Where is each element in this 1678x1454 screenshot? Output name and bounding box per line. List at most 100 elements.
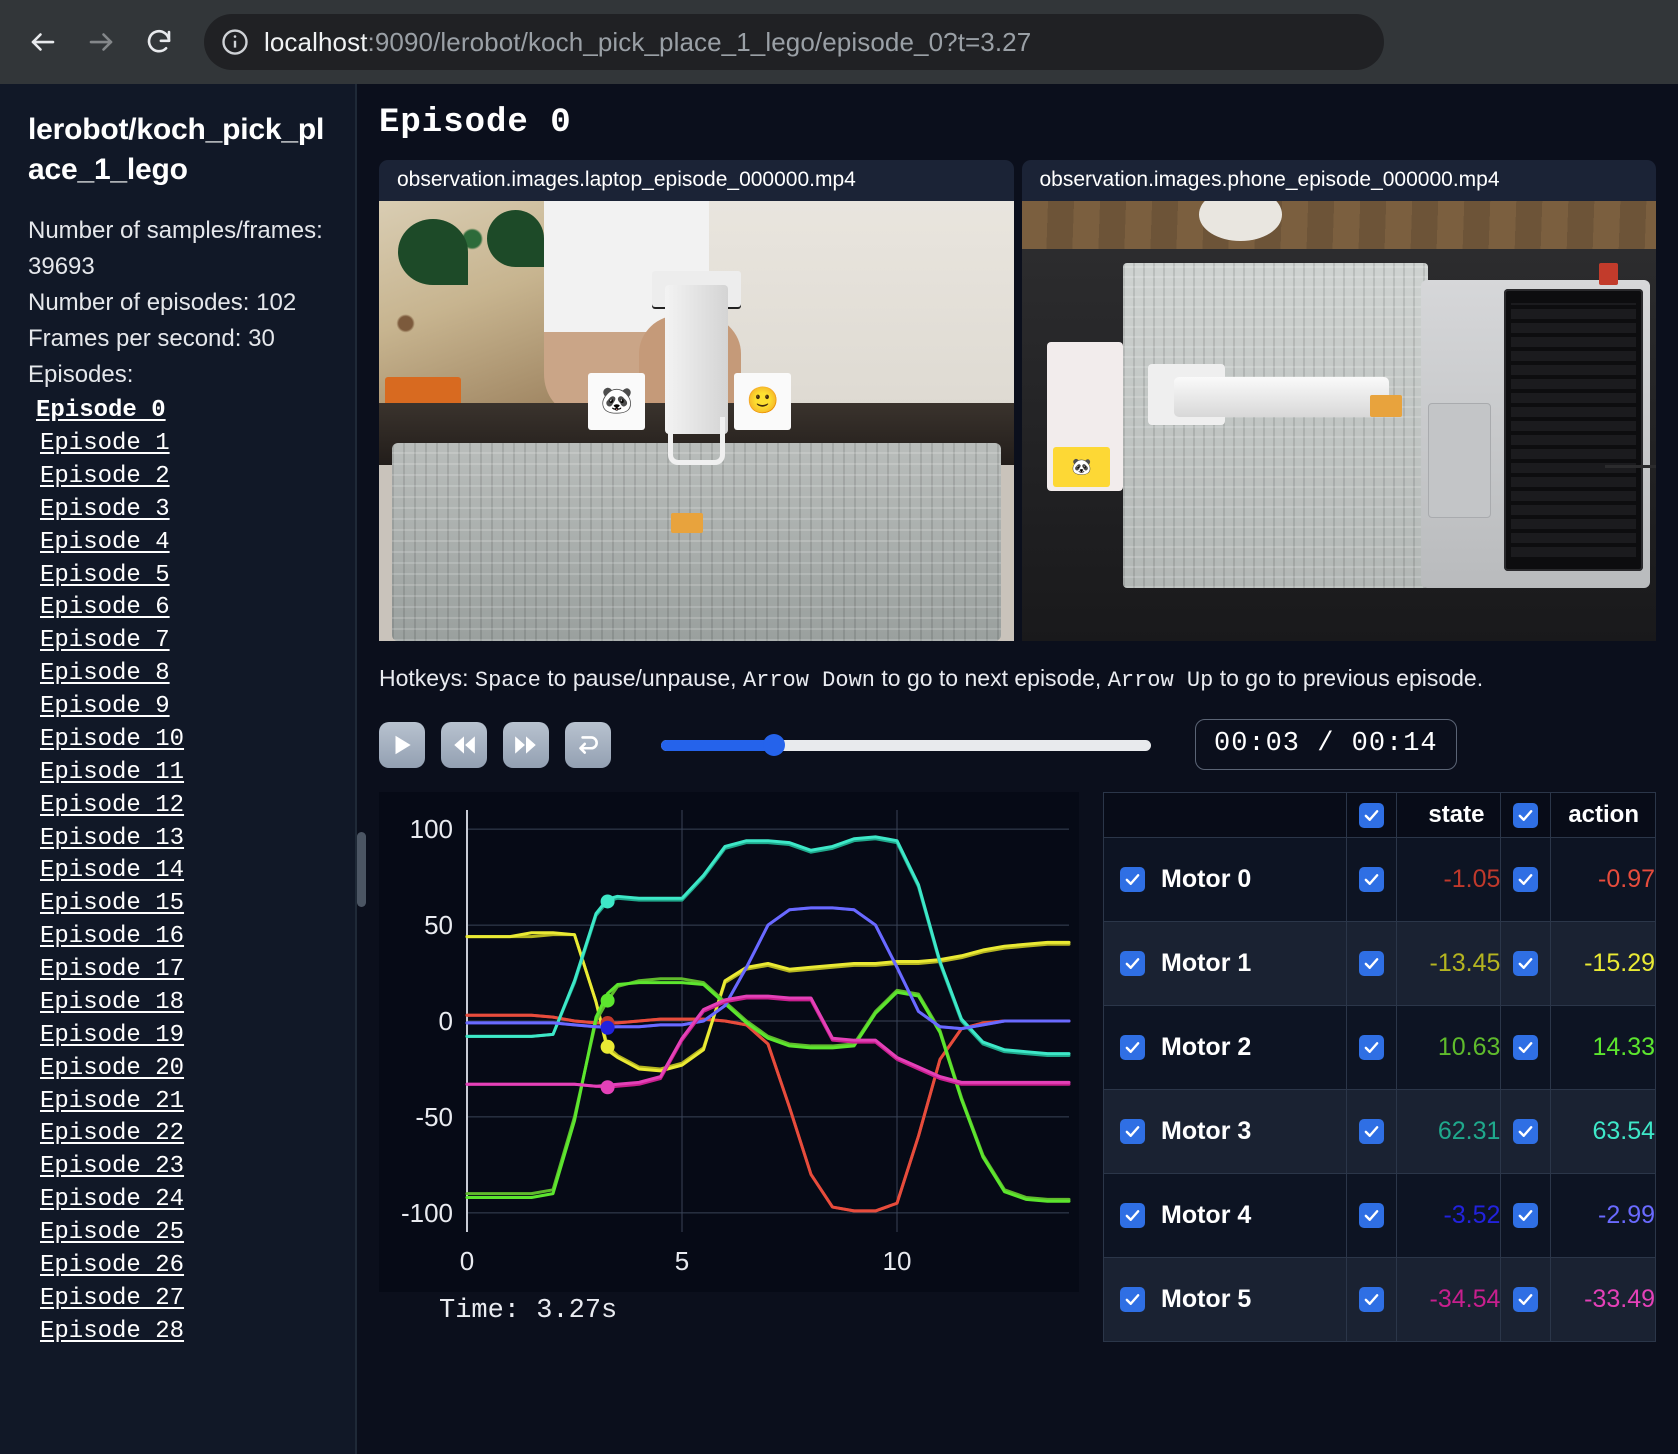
sidebar-item-episode-27[interactable]: Episode 27	[40, 1284, 185, 1312]
motor-1-action-checkbox[interactable]	[1513, 951, 1539, 976]
motor-3-state-checkbox[interactable]	[1358, 1119, 1384, 1144]
action-column-checkbox[interactable]	[1513, 802, 1539, 828]
timeseries-chart[interactable]: 100 50 0 -50 -100 0 5 10 Time: 3.27s	[379, 792, 1079, 1352]
sidebar-item-episode-15[interactable]: Episode 15	[40, 890, 185, 918]
sidebar-item-episode-8[interactable]: Episode 8	[40, 660, 170, 688]
sidebar-item-episode-26[interactable]: Episode 26	[40, 1251, 185, 1279]
sidebar-item-episode-7[interactable]: Episode 7	[40, 627, 170, 655]
motor-5-state-checkbox[interactable]	[1358, 1287, 1384, 1312]
motor-1-state-checkbox[interactable]	[1358, 951, 1384, 976]
motor-3-action-checkbox[interactable]	[1513, 1119, 1539, 1144]
cell-action-checkbox	[1500, 1089, 1552, 1174]
motor-5-action-checkbox[interactable]	[1513, 1287, 1539, 1312]
app-root: lerobot/koch_pick_place_1_lego Number of…	[0, 84, 1678, 1454]
motor-0-state-checkbox[interactable]	[1358, 867, 1384, 892]
fast-forward-button[interactable]	[503, 721, 549, 768]
sidebar-item-episode-13[interactable]: Episode 13	[40, 824, 185, 852]
rewind-icon	[451, 732, 477, 758]
hotkeys-prefix: Hotkeys:	[379, 665, 475, 691]
browser-toolbar: localhost:9090/lerobot/koch_pick_place_1…	[0, 0, 1678, 84]
sidebar-item-episode-4[interactable]: Episode 4	[40, 528, 170, 556]
sidebar-item-episode-5[interactable]: Episode 5	[40, 561, 170, 589]
motor-2-state-checkbox[interactable]	[1358, 1035, 1384, 1060]
sidebar-item-episode-10[interactable]: Episode 10	[40, 725, 185, 753]
sidebar-item-episode-22[interactable]: Episode 22	[40, 1120, 185, 1148]
sidebar-item-episode-19[interactable]: Episode 19	[40, 1021, 185, 1049]
series-line	[465, 906, 1071, 1031]
cell-motor-name: Motor 2	[1103, 1005, 1347, 1090]
sidebar-item-episode-11[interactable]: Episode 11	[40, 758, 185, 786]
reload-button[interactable]	[134, 17, 184, 67]
dataset-title: lerobot/koch_pick_place_1_lego	[28, 113, 325, 186]
back-button[interactable]	[18, 17, 68, 67]
motor-0-action-checkbox[interactable]	[1513, 867, 1539, 892]
sidebar-item-episode-18[interactable]: Episode 18	[40, 988, 185, 1016]
motor-4-state-checkbox[interactable]	[1358, 1203, 1384, 1228]
y-tick-label: 0	[439, 1006, 453, 1036]
address-bar[interactable]: localhost:9090/lerobot/koch_pick_place_1…	[204, 14, 1384, 70]
state-column-checkbox[interactable]	[1358, 802, 1384, 828]
motor-2-checkbox[interactable]	[1120, 1035, 1145, 1060]
meta-fps: Frames per second: 30	[28, 325, 275, 353]
episode-list: Episode 0 Episode 1 Episode 2 Episode 3 Epis…	[28, 395, 331, 1348]
sidebar-item-episode-25[interactable]: Episode 25	[40, 1219, 185, 1247]
sidebar-item-episode-6[interactable]: Episode 6	[40, 594, 170, 622]
fast-forward-icon	[513, 732, 539, 758]
x-tick-label: 10	[883, 1246, 912, 1276]
video-player-phone[interactable]: 🐼	[1021, 201, 1656, 641]
play-icon	[389, 732, 415, 758]
motor-4-checkbox[interactable]	[1120, 1203, 1145, 1228]
motor-4-action-checkbox[interactable]	[1513, 1203, 1539, 1228]
sidebar-item-episode-2[interactable]: Episode 2	[40, 462, 170, 490]
motor-3-checkbox[interactable]	[1120, 1119, 1145, 1144]
cell-motor-name: Motor 1	[1103, 921, 1347, 1006]
rewind-button[interactable]	[441, 721, 487, 768]
sidebar-item-episode-21[interactable]: Episode 21	[40, 1087, 185, 1115]
seek-track[interactable]	[661, 739, 1151, 751]
video-player-laptop[interactable]: 🐼 🙂	[379, 201, 1014, 641]
sidebar-item-episode-24[interactable]: Episode 24	[40, 1186, 185, 1214]
sidebar-item-episode-14[interactable]: Episode 14	[40, 857, 185, 885]
sidebar-item-episode-23[interactable]: Episode 23	[40, 1153, 185, 1181]
motor-1-checkbox[interactable]	[1120, 951, 1145, 976]
motor-4-action-value: -2.99	[1550, 1173, 1656, 1258]
sidebar-resize-handle[interactable]	[357, 832, 366, 907]
seek-fill	[661, 739, 774, 751]
sidebar-item-episode-0[interactable]: Episode 0	[36, 397, 166, 425]
motor-3-label: Motor 3	[1161, 1117, 1252, 1145]
motor-5-checkbox[interactable]	[1120, 1287, 1145, 1312]
sidebar-item-episode-16[interactable]: Episode 16	[40, 923, 185, 951]
video-label-laptop: observation.images.laptop_episode_000000…	[379, 160, 1014, 201]
cursor-marker	[600, 993, 615, 1008]
y-tick-label: 50	[424, 910, 453, 940]
sidebar-item-episode-17[interactable]: Episode 17	[40, 956, 185, 984]
sidebar-item-episode-1[interactable]: Episode 1	[40, 430, 170, 458]
sidebar-item-episode-20[interactable]: Episode 20	[40, 1054, 185, 1082]
cursor-marker	[600, 1020, 615, 1035]
table-header-row: state action	[1103, 792, 1656, 838]
arrow-left-icon	[28, 27, 58, 57]
seek-thumb[interactable]	[762, 733, 785, 756]
cell-motor-name: Motor 3	[1103, 1089, 1347, 1174]
info-circle-icon[interactable]	[214, 21, 256, 63]
motor-0-checkbox[interactable]	[1120, 867, 1145, 892]
cursor-marker	[600, 1039, 615, 1054]
play-button[interactable]	[379, 721, 425, 768]
cell-action-checkbox	[1500, 1257, 1552, 1342]
sidebar-item-episode-28[interactable]: Episode 28	[40, 1317, 185, 1345]
loop-button[interactable]	[565, 721, 611, 768]
sidebar-item-episode-3[interactable]: Episode 3	[40, 495, 170, 523]
series-line	[465, 994, 1071, 1088]
sidebar-item-episode-12[interactable]: Episode 12	[40, 791, 185, 819]
dataset-meta: Number of samples/frames: 39693 Number o…	[28, 213, 331, 393]
sidebar-item-episode-9[interactable]: Episode 9	[40, 693, 170, 721]
cursor-marker	[600, 1080, 615, 1095]
seek-bar[interactable]	[661, 733, 1151, 756]
motor-2-action-checkbox[interactable]	[1513, 1035, 1539, 1060]
video-card-phone: observation.images.phone_episode_000000.…	[1021, 160, 1656, 641]
x-tick-label: 5	[675, 1246, 689, 1276]
cell-state-checkbox	[1345, 1005, 1397, 1090]
table-row: Motor 1 -13.45 -15.29	[1103, 921, 1656, 1006]
forward-button[interactable]	[76, 17, 126, 67]
